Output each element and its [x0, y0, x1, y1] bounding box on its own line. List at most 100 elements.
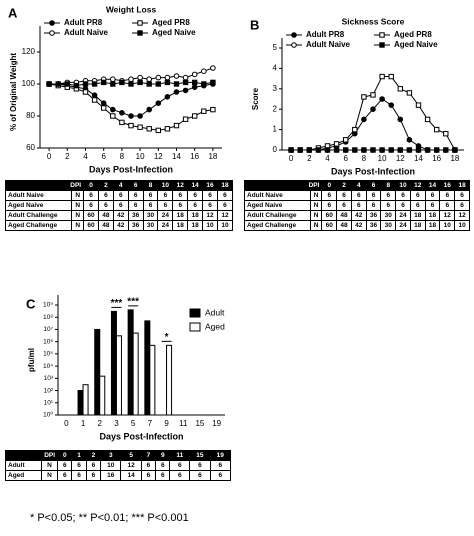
y-tick-label: 60: [26, 143, 35, 152]
legend-marker: [49, 30, 55, 36]
marker: [434, 126, 440, 133]
table-cell: N: [71, 200, 85, 211]
y-axis-title: pfu/ml: [27, 348, 36, 372]
table-cell: 6: [155, 470, 171, 481]
x-axis-title: Days Post-Infection: [89, 164, 173, 174]
table-cell: 42: [112, 220, 129, 231]
marker: [191, 71, 198, 78]
marker: [164, 94, 171, 100]
marker: [370, 106, 376, 112]
x-tick-label: 9: [164, 419, 169, 428]
y-tick-label: 5: [273, 43, 278, 52]
marker: [415, 147, 422, 153]
header-row: DPI 0 2 4 6 8 10 12 14 16 18: [243, 180, 470, 191]
y-tick-label: 0: [273, 145, 278, 154]
marker: [361, 147, 367, 153]
marker: [452, 147, 458, 153]
marker: [128, 76, 134, 82]
legend-marker: [379, 42, 385, 48]
table-cell: 6: [83, 200, 99, 211]
table-cell: 6: [321, 190, 338, 201]
panel-label: B: [250, 17, 259, 32]
table-row: Aged Naive N 6 6 6 6 6 6 6 6 6 6: [4, 200, 234, 211]
table-cell: 48: [97, 210, 114, 221]
marker: [110, 113, 116, 119]
marker: [119, 119, 125, 126]
header-cell: 10: [157, 180, 174, 191]
legend-label: Adult PR8: [306, 30, 345, 39]
table-cell: 6: [140, 460, 157, 471]
table-a: DPI 0 2 4 6 8 10 12 14 16 18 Adult Naive N 6 6 6 6 6 6 6 6 6 6…: [4, 180, 234, 231]
marker: [173, 73, 180, 79]
marker: [201, 68, 207, 74]
marker: [361, 116, 367, 123]
marker: [306, 147, 313, 153]
marker: [128, 81, 134, 87]
table-cell: 10: [100, 460, 122, 471]
marker: [191, 84, 198, 90]
table-cell: 36: [127, 210, 144, 221]
table-row: Aged Challenge N 60 48 42 36 30 24 18 18 10 10: [4, 220, 234, 231]
bar: [110, 310, 117, 416]
header-cell: DPI: [4, 180, 85, 191]
x-tick-label: 16: [432, 154, 441, 163]
table-cell: 6: [155, 460, 171, 471]
x-tick-label: 15: [195, 419, 204, 428]
table-cell: 36: [127, 220, 144, 231]
table-cell: 6: [454, 190, 470, 201]
marker: [137, 124, 143, 130]
y-tick-label: 10⁷: [43, 326, 53, 333]
header-cell: 14: [187, 180, 204, 191]
marker: [137, 74, 143, 81]
header-cell: 12: [172, 180, 189, 191]
table-cell: 6: [112, 200, 129, 211]
table-cell: 6: [439, 190, 456, 201]
y-tick-label: 100: [22, 79, 36, 88]
annotation: *: [165, 332, 169, 343]
table-cell: 18: [187, 220, 204, 231]
header-cell: 6: [127, 180, 144, 191]
table-cell: 6: [380, 190, 397, 201]
marker: [379, 147, 385, 153]
x-tick-label: 8: [120, 152, 125, 161]
marker: [100, 100, 107, 106]
marker: [434, 147, 440, 153]
x-tick-label: 11: [179, 419, 188, 428]
x-tick-label: 0: [47, 152, 52, 161]
legend-marker: [379, 32, 385, 38]
marker: [173, 122, 180, 129]
table-cell: 6: [321, 200, 338, 211]
header-cell: 9: [155, 450, 171, 461]
marker: [82, 89, 89, 95]
table-cell: Aged Naive: [4, 200, 73, 211]
marker: [91, 97, 98, 103]
header-cell: 2: [85, 450, 102, 461]
table-cell: 42: [112, 210, 129, 221]
table-cell: N: [309, 200, 323, 211]
header-cell: 7: [140, 450, 157, 461]
annotation: ***: [111, 298, 123, 309]
marker: [128, 122, 134, 129]
legend-swatch: [189, 322, 201, 332]
header-cell: 18: [216, 180, 234, 191]
marker: [101, 105, 107, 111]
table-cell: 6: [454, 200, 470, 211]
legend-label: Aged Naive: [394, 40, 438, 49]
table-row: Aged Challenge N 60 48 42 36 30 24 18 18 10 10: [244, 220, 470, 231]
y-tick-label: 120: [22, 47, 36, 56]
x-tick-label: 6: [101, 152, 106, 161]
header-cell: 0: [57, 450, 73, 461]
table-cell: 10: [454, 220, 470, 231]
marker: [164, 126, 171, 132]
table-b: DPI 0 2 4 6 8 10 12 14 16 18 Adult Naive N 6 6 6 6 6 6 6 6 6 6…: [243, 180, 470, 231]
marker: [137, 79, 143, 86]
table-cell: 24: [395, 220, 411, 231]
marker: [324, 147, 331, 153]
header-cell: 18: [454, 180, 470, 191]
table-cell: 36: [365, 220, 382, 231]
table-cell: 6: [424, 200, 441, 211]
legend-marker: [49, 20, 55, 26]
marker: [146, 81, 152, 87]
x-tick-label: 5: [131, 419, 136, 428]
table-cell: 6: [350, 200, 367, 211]
